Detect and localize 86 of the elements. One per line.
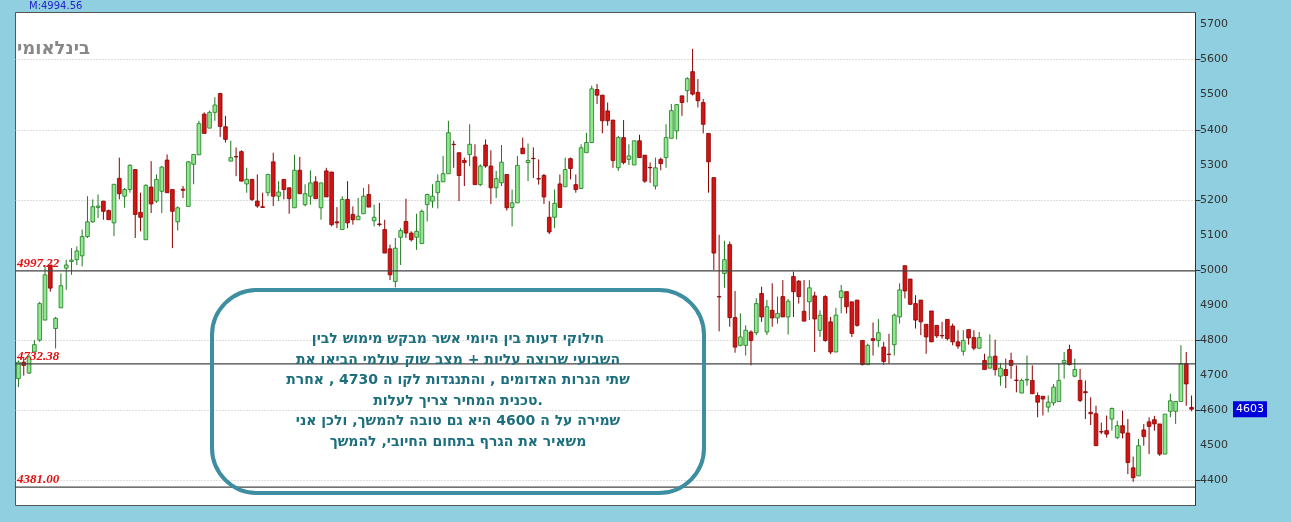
candlestick	[838, 284, 844, 314]
candlestick	[53, 316, 58, 349]
candlestick	[366, 183, 372, 208]
candlestick	[201, 111, 207, 134]
candlestick	[1030, 364, 1035, 395]
candlestick	[562, 157, 568, 188]
candlestick	[1061, 351, 1067, 380]
candlestick	[769, 282, 775, 328]
y-tick-label: 4500	[1200, 438, 1228, 452]
candlestick	[228, 140, 234, 162]
candlestick	[531, 146, 536, 179]
candlestick	[1014, 364, 1019, 393]
y-tick-label: 5400	[1200, 122, 1228, 136]
candlestick	[244, 167, 249, 194]
candlestick	[478, 163, 483, 187]
candlestick	[801, 279, 807, 322]
candlestick	[552, 189, 557, 229]
text: M:4994.56	[29, 0, 83, 11]
candlestick	[700, 98, 706, 134]
ref-line-label: 4997.22	[16, 254, 60, 270]
candlestick	[759, 286, 764, 323]
candlestick	[1008, 352, 1014, 380]
y-tick-label: 5600	[1200, 52, 1228, 66]
candlestick	[775, 296, 780, 325]
candlestick	[451, 140, 456, 169]
candlestick	[780, 279, 786, 318]
candlestick	[1109, 406, 1115, 432]
y-tick-label: 4700	[1200, 368, 1228, 382]
ref-line-label: 4381.00	[16, 471, 60, 487]
candlestick	[961, 329, 966, 357]
y-tick-label: 5000	[1200, 262, 1228, 276]
candlestick	[992, 339, 998, 377]
candlestick	[817, 309, 823, 338]
candlestick	[58, 272, 64, 309]
candlestick	[557, 173, 563, 208]
candlestick	[16, 359, 21, 388]
candlestick	[1130, 456, 1136, 483]
candlestick	[685, 76, 690, 104]
y-tick-label: 5700	[1200, 17, 1228, 31]
candlestick	[377, 202, 382, 227]
candlestick	[1141, 423, 1147, 447]
candlestick	[573, 173, 579, 194]
candlestick	[1183, 351, 1189, 407]
candlestick	[467, 123, 472, 167]
candlestick	[355, 197, 361, 221]
y-tick-label: 5500	[1200, 87, 1228, 101]
y-tick-label: 4600	[1200, 403, 1228, 417]
candlestick	[117, 157, 122, 200]
candlestick	[722, 240, 727, 289]
candlestick	[812, 291, 817, 353]
candlestick	[180, 185, 186, 199]
candlestick	[547, 200, 552, 235]
candlestick	[807, 279, 812, 321]
y-tick-label: 4400	[1200, 473, 1228, 487]
candlestick	[371, 204, 377, 227]
candlestick	[148, 160, 154, 214]
candlestick	[1003, 358, 1009, 389]
candlestick	[716, 234, 722, 332]
candlestick	[865, 343, 871, 366]
candlestick	[870, 322, 876, 357]
y-tick-label: 4800	[1200, 333, 1228, 347]
candlestick	[175, 205, 180, 232]
y-tick-label: 4900	[1200, 297, 1228, 311]
candlestick	[679, 95, 685, 117]
candlestick	[785, 298, 791, 335]
candlestick	[398, 227, 403, 266]
text: בינלאומי	[17, 37, 90, 58]
candlestick	[361, 187, 366, 215]
candlestick	[249, 178, 255, 202]
text: 4603	[1236, 402, 1264, 416]
y-tick-label: 5300	[1200, 157, 1228, 171]
annotation: חילוקי דעות בין היומי אשר מבקש מימוש לבין השבועי שרוצה עליות + מצב שוק עולמי הביאו את שתי הנרות האדומים , והתנגדות לקו ה 4730 , אחרת טכנית המחיר צריך לעלות. שמירה על ה 4600 היא גם טובה להמשך, ולכן אני משאיר את הגרף בתחום החיובי, להמשך	[286, 330, 631, 449]
candlestick	[1114, 420, 1120, 440]
candlestick	[876, 318, 881, 348]
y-tick-label: 5200	[1200, 192, 1228, 206]
candlestick	[276, 180, 281, 202]
candlestick	[987, 333, 993, 369]
candlestick	[653, 157, 658, 191]
ref-line-label: 4732.38	[16, 347, 60, 363]
candlestick	[63, 259, 69, 291]
candlestick	[313, 175, 318, 200]
y-tick-label: 5100	[1200, 227, 1228, 241]
candlestick	[297, 156, 303, 195]
candlestick	[998, 362, 1003, 387]
candlestick	[525, 143, 531, 182]
candlestick	[748, 329, 754, 366]
